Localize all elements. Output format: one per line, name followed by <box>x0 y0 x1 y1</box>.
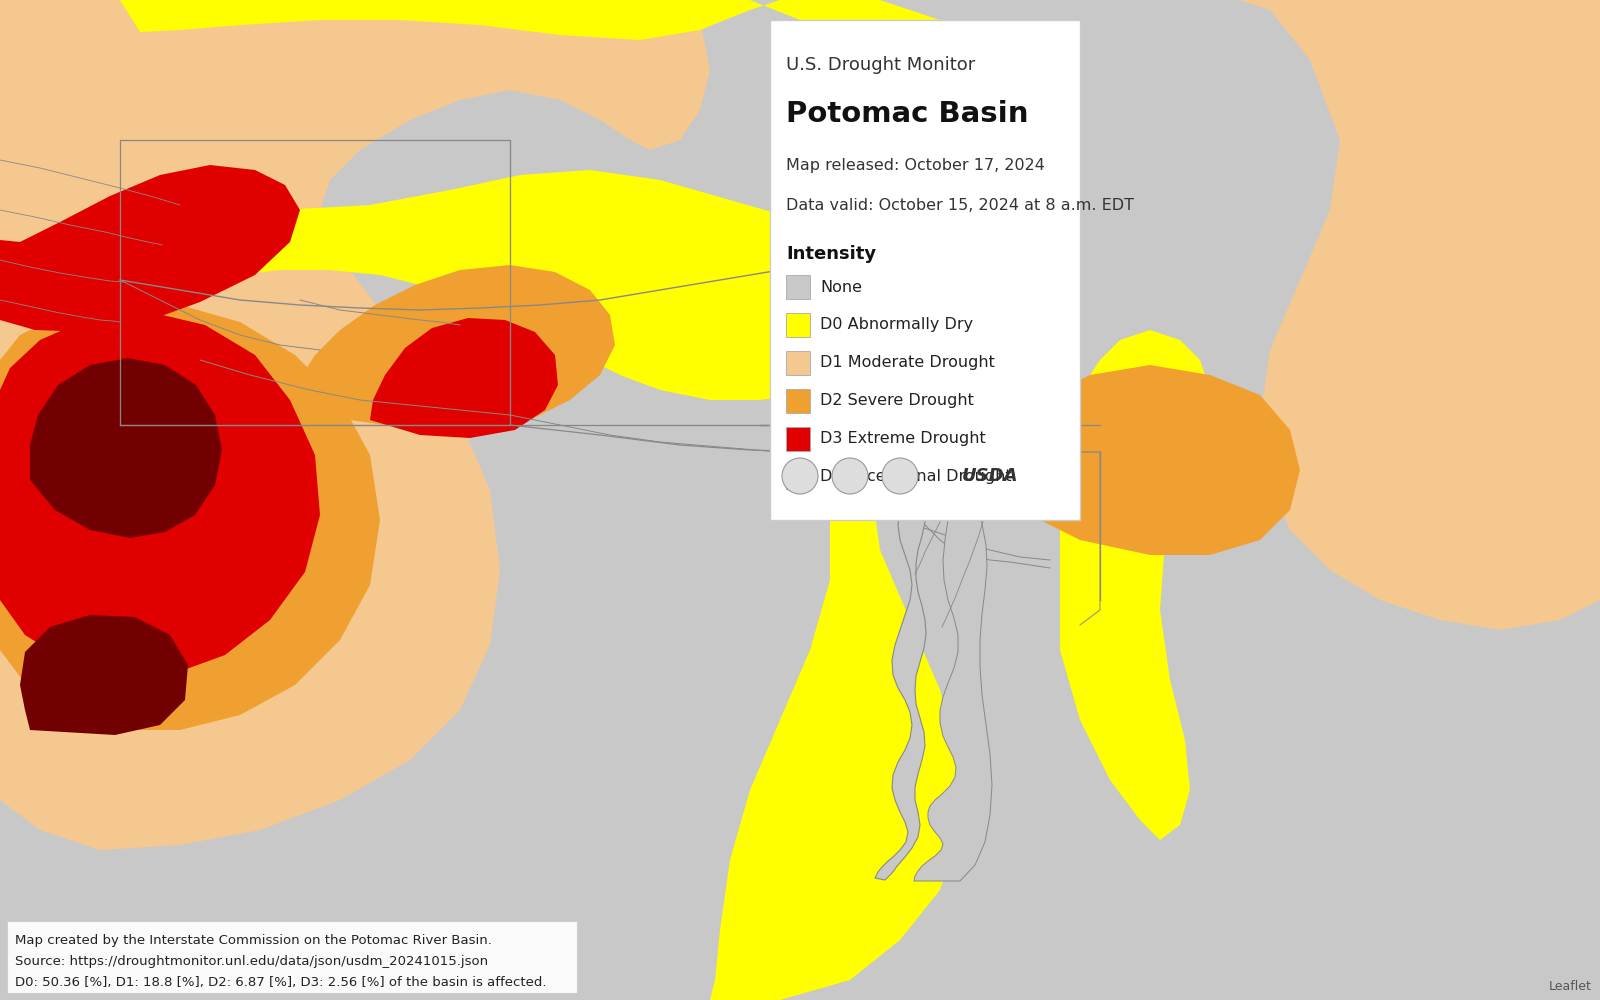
Text: U.S. Drought Monitor: U.S. Drought Monitor <box>786 56 976 74</box>
Bar <box>786 389 810 413</box>
Polygon shape <box>30 270 222 538</box>
Text: D2 Severe Drought: D2 Severe Drought <box>819 393 974 408</box>
Polygon shape <box>914 422 992 881</box>
Circle shape <box>882 458 918 494</box>
Text: USDA: USDA <box>962 467 1019 485</box>
Polygon shape <box>1059 425 1600 610</box>
Text: D1 Moderate Drought: D1 Moderate Drought <box>819 356 995 370</box>
Polygon shape <box>1050 0 1600 630</box>
Polygon shape <box>0 200 381 730</box>
Bar <box>786 465 810 489</box>
Polygon shape <box>0 240 320 675</box>
FancyBboxPatch shape <box>770 20 1080 520</box>
Circle shape <box>782 458 818 494</box>
Polygon shape <box>165 170 960 400</box>
Text: D3 Extreme Drought: D3 Extreme Drought <box>819 432 986 446</box>
Bar <box>786 427 810 451</box>
Bar <box>786 275 810 299</box>
Bar <box>829 424 870 466</box>
Polygon shape <box>0 165 301 332</box>
Polygon shape <box>0 0 710 850</box>
Text: Potomac Basin: Potomac Basin <box>786 100 1029 128</box>
Bar <box>786 313 810 337</box>
Polygon shape <box>19 615 189 735</box>
Text: Map created by the Interstate Commission on the Potomac River Basin.: Map created by the Interstate Commission… <box>14 934 491 947</box>
Text: Source: https://droughtmonitor.unl.edu/data/json/usdm_20241015.json: Source: https://droughtmonitor.unl.edu/d… <box>14 955 488 968</box>
Text: Leaflet: Leaflet <box>1549 980 1592 993</box>
Polygon shape <box>1008 365 1299 555</box>
Text: Data valid: October 15, 2024 at 8 a.m. EDT: Data valid: October 15, 2024 at 8 a.m. E… <box>786 198 1134 213</box>
Text: D0: 50.36 [%], D1: 18.8 [%], D2: 6.87 [%], D3: 2.56 [%] of the basin is affected: D0: 50.36 [%], D1: 18.8 [%], D2: 6.87 [%… <box>14 976 547 989</box>
Polygon shape <box>370 318 558 438</box>
Text: Map released: October 17, 2024: Map released: October 17, 2024 <box>786 158 1045 173</box>
Text: None: None <box>819 279 862 294</box>
FancyBboxPatch shape <box>6 921 578 993</box>
Polygon shape <box>290 265 614 430</box>
Polygon shape <box>1059 330 1210 840</box>
Circle shape <box>832 458 867 494</box>
Polygon shape <box>680 320 960 1000</box>
Bar <box>786 351 810 375</box>
Polygon shape <box>120 0 1021 170</box>
Polygon shape <box>870 425 934 880</box>
Text: D4 Exceptional Drought: D4 Exceptional Drought <box>819 470 1011 485</box>
Text: Intensity: Intensity <box>786 245 877 263</box>
Text: D0 Abnormally Dry: D0 Abnormally Dry <box>819 318 973 332</box>
